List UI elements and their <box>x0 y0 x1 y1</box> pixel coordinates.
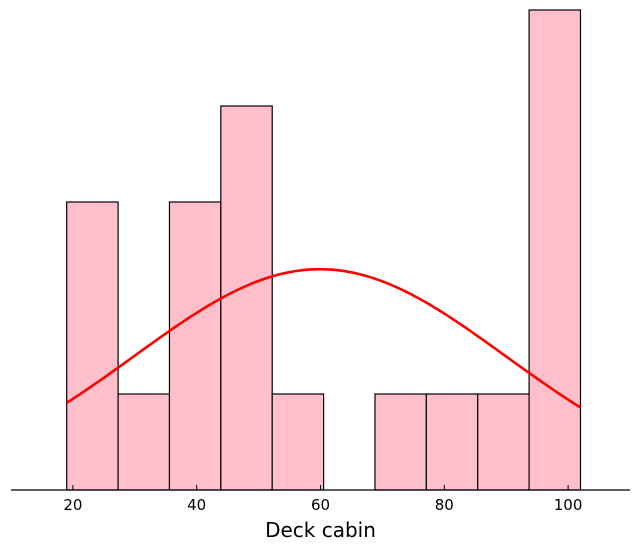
density-curve <box>66 267 582 409</box>
x-tick-label: 40 <box>187 496 206 514</box>
histogram-bar <box>374 393 427 491</box>
x-axis-label: Deck cabin <box>265 518 376 542</box>
x-tick-label: 80 <box>435 496 454 514</box>
histogram-bar <box>477 393 530 491</box>
x-axis-ticks: 20 40 60 80 100 <box>63 485 582 514</box>
histogram-bar <box>425 393 479 491</box>
histogram-bar <box>168 201 222 491</box>
histogram-bar <box>117 393 171 491</box>
histogram-bar <box>66 201 119 491</box>
histogram-bars <box>66 9 582 491</box>
histogram-bar <box>528 9 582 491</box>
x-tick-label: 100 <box>554 496 583 514</box>
x-tick-label: 60 <box>311 496 330 514</box>
x-tick-label: 20 <box>63 496 82 514</box>
histogram-bar <box>220 105 273 491</box>
histogram-bar <box>271 393 325 491</box>
